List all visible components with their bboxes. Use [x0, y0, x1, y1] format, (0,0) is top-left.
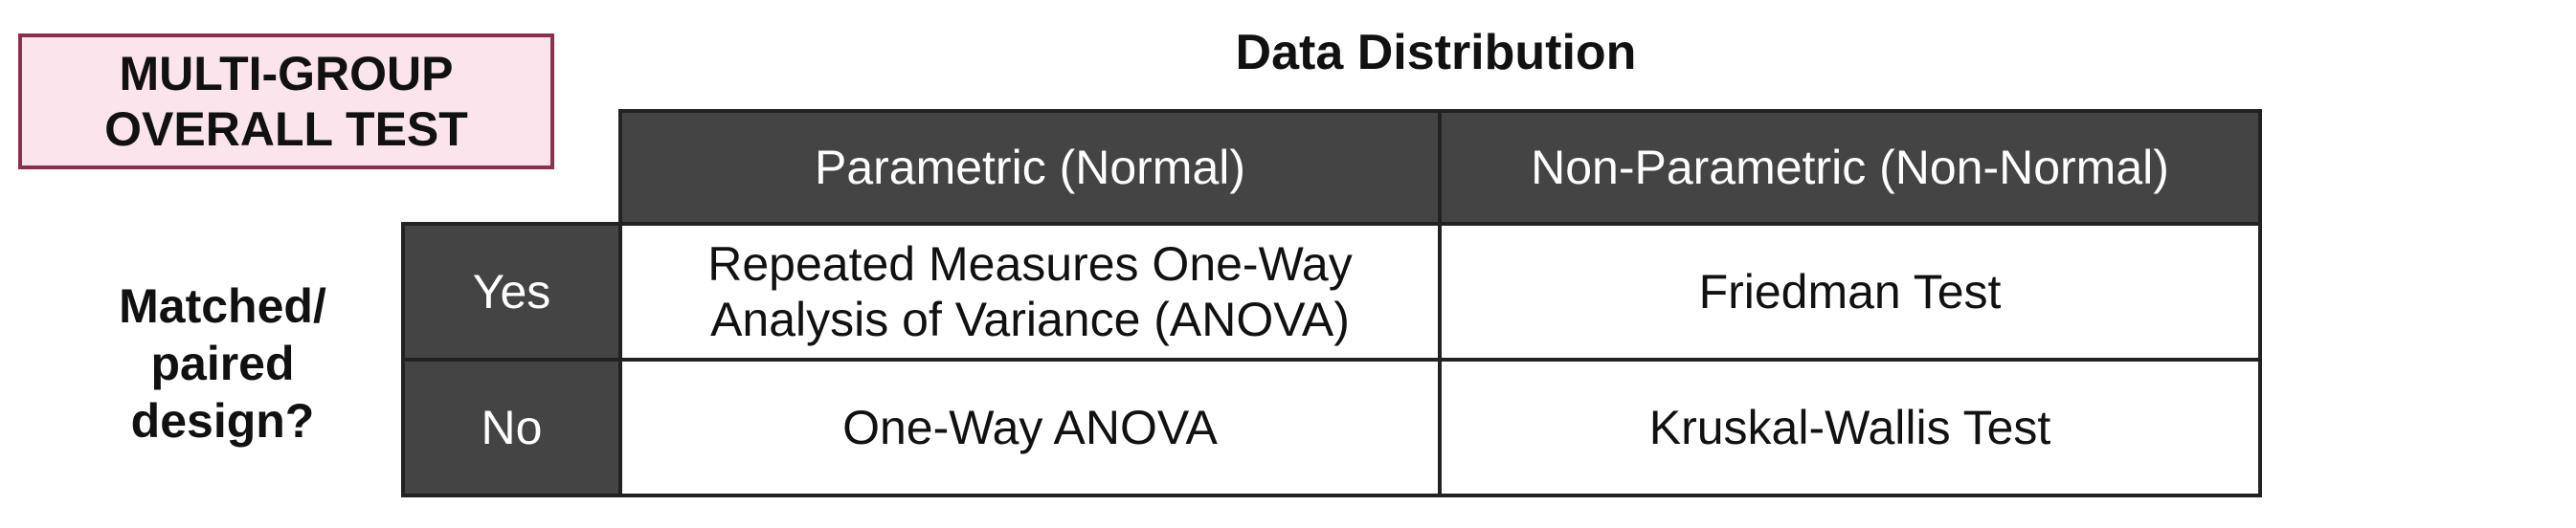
table-cell-yes-non-parametric-text: Friedman Test — [1698, 265, 2002, 319]
column-header-non-parametric: Non-Parametric (Non-Normal) — [1438, 109, 2262, 226]
table-cell-no-parametric: One-Way ANOVA — [618, 358, 1442, 497]
row-group-label-line-1: Matched/ — [119, 279, 326, 333]
table-cell-no-non-parametric: Kruskal-Wallis Test — [1438, 358, 2262, 497]
table-cell-no-non-parametric-text: Kruskal-Wallis Test — [1648, 401, 2051, 454]
table-cell-yes-parametric: Repeated Measures One-Way Analysis of Va… — [618, 222, 1442, 362]
row-header-yes: Yes — [401, 222, 622, 362]
column-header-non-parametric-text: Non-Parametric (Non-Normal) — [1531, 141, 2169, 194]
row-header-yes-text: Yes — [472, 265, 551, 319]
row-header-no: No — [401, 358, 622, 497]
row-group-label-line-2: paired — [150, 337, 295, 390]
row-group-label-line-3: design? — [130, 394, 315, 448]
title-line-2: OVERALL TEST — [104, 102, 468, 156]
table-cell-yes-parametric-line-1: Repeated Measures One-Way — [707, 237, 1353, 291]
column-group-label: Data Distribution — [1235, 25, 1637, 80]
column-header-parametric: Parametric (Normal) — [618, 109, 1442, 226]
title-line-1: MULTI-GROUP — [119, 47, 454, 100]
title-box: MULTI-GROUP OVERALL TEST — [18, 33, 554, 169]
column-header-parametric-text: Parametric (Normal) — [814, 141, 1246, 194]
row-header-no-text: No — [481, 401, 543, 454]
table-cell-no-parametric-text: One-Way ANOVA — [842, 401, 1218, 454]
table-cell-yes-non-parametric: Friedman Test — [1438, 222, 2262, 362]
row-group-label: Matched/ paired design? — [57, 270, 388, 457]
table-cell-yes-parametric-line-2: Analysis of Variance (ANOVA) — [710, 293, 1350, 346]
